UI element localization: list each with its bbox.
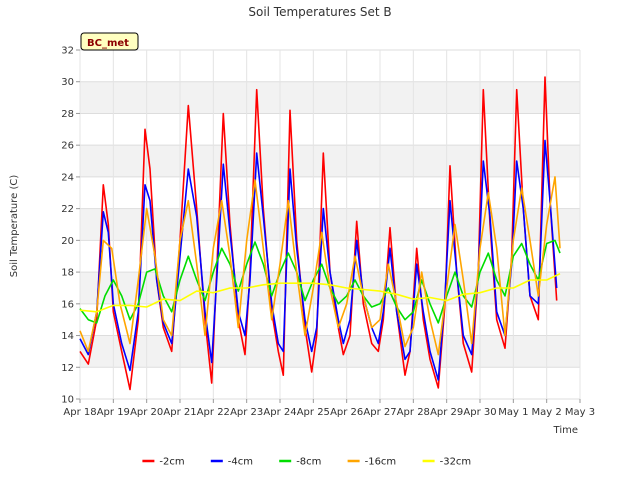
y-tick-label: 22 <box>61 204 74 215</box>
x-axis-ticks: Apr 18 Apr 19 Apr 20 Apr 21 Apr 22 Apr 23 Apr … <box>63 399 595 418</box>
x-tick-label: Apr 18 <box>63 407 96 418</box>
x-tick-label: Apr 28 <box>397 407 430 418</box>
y-tick-label: 14 <box>61 331 74 342</box>
legend-label--8cm: -8cm <box>296 457 321 468</box>
x-tick-label: Apr 22 <box>197 407 230 418</box>
x-tick-label: Apr 24 <box>263 407 296 418</box>
y-tick-label: 30 <box>61 77 74 88</box>
x-axis-label: Time <box>553 425 578 436</box>
y-tick-label: 20 <box>61 236 74 247</box>
series-line--16cm <box>79 176 561 356</box>
background-band <box>80 176 580 209</box>
background-band <box>80 145 580 177</box>
station-badge-text: BC_met <box>87 38 129 49</box>
legend-label--4cm: -4cm <box>228 457 253 468</box>
series-line--8cm <box>79 239 561 324</box>
x-tick-label: Apr 30 <box>463 407 496 418</box>
legend: -2cm -4cm -8cm -16cm -32cm <box>142 457 471 468</box>
y-axis-label: Soil Temperature (C) <box>9 175 20 278</box>
station-badge-box <box>80 32 139 51</box>
background-band <box>80 208 580 241</box>
x-tick-label: Apr 26 <box>330 407 363 418</box>
y-tick-label: 10 <box>61 395 74 406</box>
x-tick-label: Apr 19 <box>97 407 130 418</box>
background-band <box>80 50 580 82</box>
y-axis-ticks: 10 12 14 16 18 20 22 24 26 28 30 32 <box>61 46 80 406</box>
x-tick-label: Apr 23 <box>230 407 263 418</box>
station-badge: BC_met <box>80 32 139 51</box>
x-tick-label: Apr 20 <box>130 407 163 418</box>
legend-label--2cm: -2cm <box>159 457 184 468</box>
y-tick-label: 28 <box>61 109 74 120</box>
y-tick-label: 24 <box>61 172 74 183</box>
y-tick-label: 16 <box>61 299 74 310</box>
y-tick-label: 26 <box>61 141 74 152</box>
y-tick-label: 18 <box>61 268 74 279</box>
grid-lines <box>79 49 581 400</box>
x-tick-label: Apr 21 <box>163 407 196 418</box>
legend-label--32cm: -32cm <box>440 457 472 468</box>
y-tick-label: 32 <box>61 46 74 57</box>
x-tick-label: Apr 29 <box>430 407 463 418</box>
background-band <box>80 81 580 114</box>
background-band <box>80 367 580 399</box>
x-tick-label: Apr 25 <box>297 407 330 418</box>
background-band <box>80 335 580 368</box>
legend-label--16cm: -16cm <box>365 457 397 468</box>
series-lines <box>79 76 561 391</box>
x-tick-label: Apr 27 <box>363 407 396 418</box>
x-tick-label: May 3 <box>565 407 595 418</box>
background-band <box>80 113 580 146</box>
series-line--32cm <box>79 272 561 313</box>
chart-title: Soil Temperatures Set B <box>248 5 391 19</box>
y-tick-label: 12 <box>61 363 74 374</box>
x-tick-label: May 1 <box>498 407 528 418</box>
x-tick-label: May 2 <box>532 407 562 418</box>
